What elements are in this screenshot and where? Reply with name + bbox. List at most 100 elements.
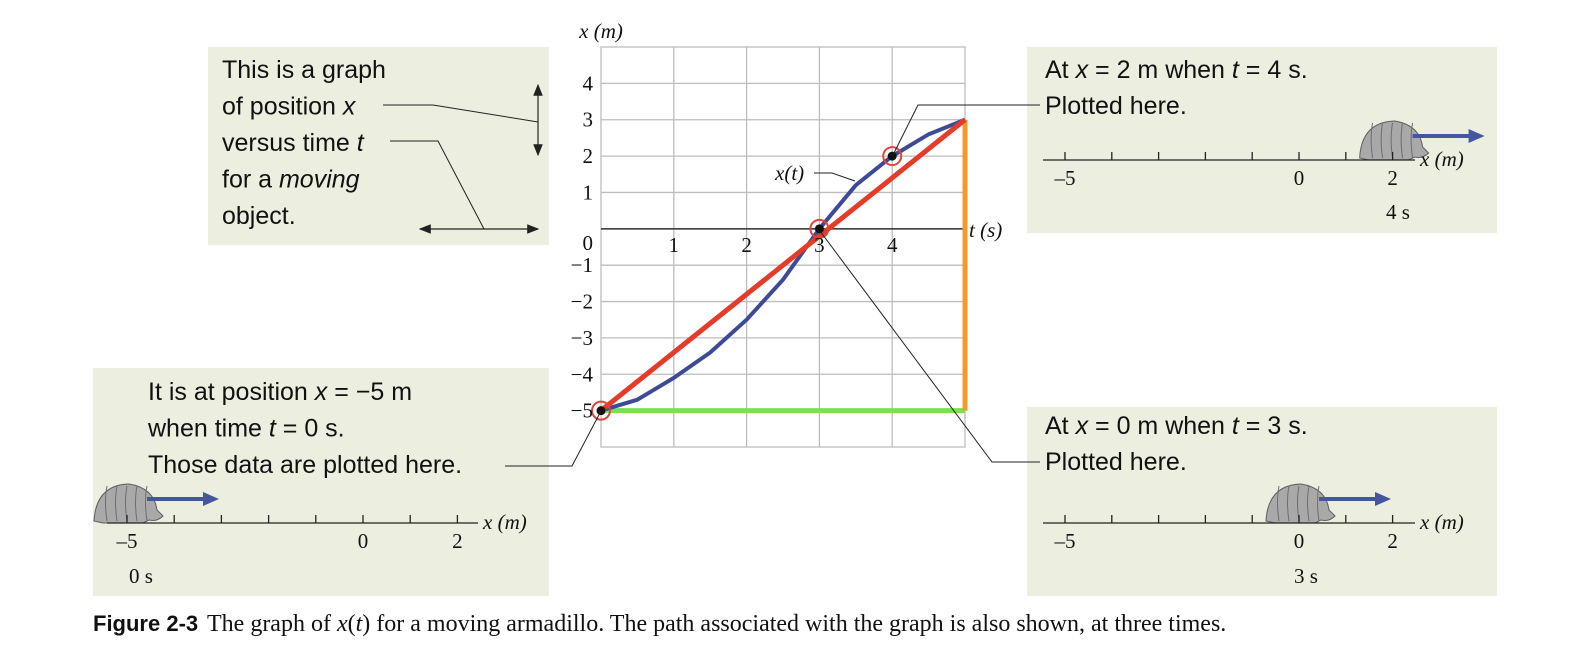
text-run: t	[1232, 412, 1240, 440]
text-run: The graph of	[207, 611, 337, 637]
armadillo	[1359, 120, 1485, 161]
data-point	[814, 224, 824, 234]
text-run: x	[336, 611, 348, 637]
curve	[600, 117, 966, 413]
armadillo-band	[135, 485, 138, 522]
armadillo-band	[1277, 485, 1280, 522]
axis-label: x (m)	[1419, 147, 1464, 171]
text-line: versus time t	[222, 129, 365, 157]
text-run: = 4 s.	[1239, 56, 1308, 84]
y-tick-label: −4	[571, 362, 594, 386]
tick-label: 0	[1294, 529, 1305, 553]
text-run: t	[357, 129, 365, 157]
text-run: t	[269, 415, 277, 443]
data-point-ring	[591, 400, 611, 421]
text-run: x	[342, 93, 357, 121]
armadillo-band	[105, 485, 108, 522]
text-run: = −5 m	[327, 378, 412, 406]
y-tick-label: −2	[571, 290, 593, 314]
text-run: x	[1075, 56, 1090, 84]
text-line: Those data are plotted here.	[148, 451, 462, 479]
text-line: It is at position x = −5 m	[148, 378, 412, 406]
text-run: = 0 s.	[276, 415, 345, 443]
tick-label: 2	[1387, 529, 1398, 553]
motion-arrowhead	[1375, 492, 1391, 506]
callout-box	[1027, 407, 1497, 596]
text-line: At x = 2 m when t = 4 s.	[1045, 56, 1308, 84]
motion-arrowhead	[203, 492, 219, 506]
x-axis-label: t (s)	[969, 218, 1002, 242]
armadillo-band	[115, 485, 118, 522]
plot	[591, 46, 968, 448]
text-run: t	[356, 611, 364, 637]
text-run: object.	[222, 202, 296, 230]
motion-arrowhead	[1468, 129, 1485, 143]
tick-label: 0	[358, 529, 369, 553]
x-tick-label: 3	[814, 233, 825, 257]
armadillo-band	[145, 485, 148, 522]
text-run: moving	[279, 166, 360, 194]
y-tick-label: −5	[571, 399, 593, 423]
callout-box	[208, 47, 549, 245]
text-line: This is a graph	[222, 56, 386, 84]
axis-label: x (m)	[482, 510, 527, 534]
armadillo-band	[1400, 122, 1404, 159]
x-tick-label: 4	[887, 233, 898, 257]
text-run: Plotted here.	[1045, 92, 1187, 120]
text-run: It is at position	[148, 378, 315, 406]
leader-line	[383, 104, 539, 123]
y-tick-label: 2	[583, 144, 594, 168]
text-run: x	[1075, 412, 1090, 440]
tick-label: –5	[1054, 166, 1076, 190]
text-run: ) for a moving armadillo. The path assoc…	[362, 611, 1226, 637]
tick-label: 2	[1387, 166, 1398, 190]
data-point	[887, 151, 897, 161]
text-run: (	[348, 611, 356, 637]
y-tick-label: 0	[583, 231, 594, 255]
tick-label: 2	[452, 529, 463, 553]
text-run: of position	[222, 93, 343, 121]
axis-label: x (m)	[1419, 510, 1464, 534]
x-tick-label: 1	[669, 233, 680, 257]
y-tick-label: 1	[583, 180, 594, 204]
text-line: Plotted here.	[1045, 448, 1187, 476]
leader-lines	[383, 83, 1040, 467]
text-run: when time	[147, 415, 269, 443]
text-run: Plotted here.	[1045, 448, 1187, 476]
x-tick-label: 2	[741, 233, 752, 257]
leader-line	[390, 140, 485, 230]
text-run: = 0 m when	[1088, 412, 1232, 440]
text-line: The graph of x(t) for a moving armadillo…	[207, 611, 1226, 637]
caption-label: Figure 2-3	[93, 611, 198, 636]
y-tick-label: 3	[583, 108, 594, 132]
series-label: x(t)	[774, 161, 804, 185]
tick-label: –5	[116, 529, 138, 553]
data-point-ring	[882, 146, 903, 167]
leader-line	[819, 230, 1040, 463]
leader-line	[505, 410, 602, 467]
data-point	[596, 406, 606, 416]
text-line: Plotted here.	[1045, 92, 1187, 120]
data-point-ring	[809, 218, 830, 239]
leader-line	[814, 172, 856, 182]
text-run: At	[1045, 56, 1076, 84]
y-tick-label: −1	[571, 253, 593, 277]
armadillo-band	[1307, 485, 1310, 522]
y-tick-label: 4	[583, 71, 594, 95]
text-run: Those data are plotted here.	[148, 451, 462, 479]
time-label: 0 s	[129, 564, 153, 588]
callout-box	[93, 368, 549, 596]
text-line: when time t = 0 s.	[147, 415, 345, 443]
text-line: object.	[222, 202, 296, 230]
text-run: x	[314, 378, 329, 406]
armadillo-band	[1317, 485, 1320, 522]
time-label: 4 s	[1386, 200, 1410, 224]
tick-label: –5	[1054, 529, 1076, 553]
y-tick-label: −3	[571, 326, 593, 350]
armadillo-band	[1370, 122, 1374, 159]
line-segment	[599, 117, 967, 413]
leader-line	[892, 104, 1040, 156]
time-label: 3 s	[1294, 564, 1318, 588]
